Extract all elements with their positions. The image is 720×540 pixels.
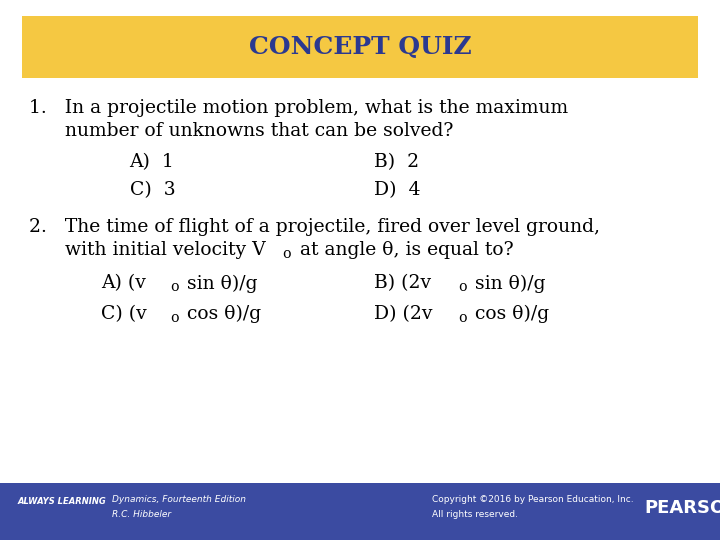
Text: ALWAYS LEARNING: ALWAYS LEARNING (18, 497, 107, 505)
Text: A)  1: A) 1 (130, 153, 174, 171)
Text: cos θ)/g: cos θ)/g (469, 305, 549, 323)
Text: at angle θ, is equal to?: at angle θ, is equal to? (294, 241, 513, 259)
Text: o: o (170, 311, 179, 325)
Text: 2.   The time of flight of a projectile, fired over level ground,: 2. The time of flight of a projectile, f… (29, 218, 600, 236)
Text: sin θ)/g: sin θ)/g (181, 274, 258, 293)
Text: PEARSON: PEARSON (644, 498, 720, 517)
FancyBboxPatch shape (22, 16, 698, 78)
Text: B) (2v: B) (2v (374, 274, 431, 293)
Text: B)  2: B) 2 (374, 153, 420, 171)
Text: Dynamics, Fourteenth Edition: Dynamics, Fourteenth Edition (112, 495, 246, 504)
Text: C) (v: C) (v (101, 305, 147, 323)
Text: All rights reserved.: All rights reserved. (432, 510, 518, 518)
Text: D) (2v: D) (2v (374, 305, 433, 323)
Text: sin θ)/g: sin θ)/g (469, 274, 546, 293)
Text: o: o (170, 280, 179, 294)
Text: A) (v: A) (v (101, 274, 145, 293)
Text: C)  3: C) 3 (130, 181, 175, 199)
Text: with initial velocity V: with initial velocity V (29, 241, 266, 259)
Text: 1.   In a projectile motion problem, what is the maximum: 1. In a projectile motion problem, what … (29, 99, 568, 117)
Text: D)  4: D) 4 (374, 181, 421, 199)
Text: CONCEPT QUIZ: CONCEPT QUIZ (248, 35, 472, 59)
Text: o: o (458, 311, 467, 325)
Text: cos θ)/g: cos θ)/g (181, 305, 261, 323)
Text: o: o (458, 280, 467, 294)
Text: Copyright ©2016 by Pearson Education, Inc.: Copyright ©2016 by Pearson Education, In… (432, 495, 634, 504)
Text: R.C. Hibbeler: R.C. Hibbeler (112, 510, 171, 518)
Text: o: o (282, 247, 291, 261)
Text: number of unknowns that can be solved?: number of unknowns that can be solved? (29, 122, 453, 140)
FancyBboxPatch shape (0, 483, 720, 540)
